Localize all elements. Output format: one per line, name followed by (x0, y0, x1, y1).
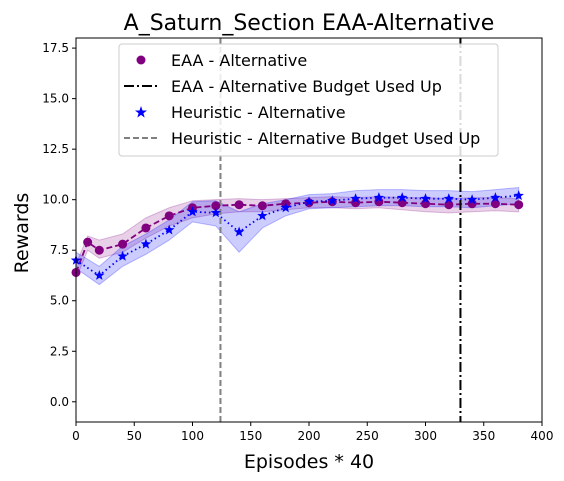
x-tick-label: 400 (531, 429, 554, 443)
y-tick-label: 15.0 (42, 92, 69, 106)
eaa-point (141, 223, 151, 233)
x-tick-label: 0 (72, 429, 80, 443)
y-tick-label: 17.5 (42, 41, 69, 55)
heuristic-point (443, 193, 455, 204)
legend-label-eaa: EAA - Alternative (171, 51, 307, 70)
heuristic-point (466, 194, 478, 205)
y-tick-label: 10.0 (42, 193, 69, 207)
x-tick-label: 200 (298, 429, 321, 443)
eaa-point (490, 199, 500, 209)
heuristic-point (303, 196, 315, 207)
heuristic-point (233, 226, 245, 237)
heuristic-point (327, 195, 338, 206)
x-tick-label: 50 (127, 429, 142, 443)
legend: EAA - Alternative EAA - Alternative Budg… (118, 43, 499, 157)
heuristic-point (513, 190, 524, 201)
y-tick-label: 2.5 (50, 344, 69, 358)
heuristic-point (187, 206, 198, 217)
heuristic-point (420, 193, 431, 204)
y-tick-label: 5.0 (50, 294, 69, 308)
legend-label-heuristic-budget: Heuristic - Alternative Budget Used Up (171, 129, 480, 148)
y-tick-label: 0.0 (50, 395, 69, 409)
heuristic-point (373, 192, 385, 203)
legend-label-heuristic: Heuristic - Alternative (171, 103, 346, 122)
heuristic-point (163, 224, 175, 235)
x-tick-label: 300 (414, 429, 437, 443)
heuristic-point (280, 202, 291, 213)
eaa-point (234, 200, 244, 210)
eaa-point (444, 200, 454, 210)
x-tick-label: 250 (356, 429, 379, 443)
heuristic-point (350, 193, 361, 204)
eaa-point (164, 211, 174, 221)
y-axis-ticks: 0.0 2.5 5.0 7.5 10.0 12.5 15.0 17.5 (42, 41, 76, 409)
x-axis-ticks: 0 50 100 150 200 250 300 350 400 (72, 422, 553, 443)
y-tick-label: 12.5 (42, 142, 69, 156)
chart-title: A_Saturn_Section EAA-Alternative (124, 11, 495, 36)
x-tick-label: 150 (239, 429, 262, 443)
eaa-point (94, 245, 104, 255)
eaa-point (83, 237, 93, 247)
heuristic-point (490, 192, 501, 203)
legend-marker-heuristic (135, 106, 147, 118)
heuristic-point (396, 192, 408, 203)
eaa-point (211, 201, 221, 211)
heuristic-point (257, 210, 268, 221)
y-axis-label: Rewards (11, 193, 33, 274)
y-tick-label: 7.5 (50, 243, 69, 257)
legend-box (118, 43, 499, 157)
legend-label-eaa-budget: EAA - Alternative Budget Used Up (171, 77, 442, 96)
heuristic-point (210, 207, 222, 218)
heuristic-point (94, 269, 105, 280)
eaa-band (75, 196, 520, 279)
heuristic-point (117, 250, 128, 261)
x-tick-label: 350 (472, 429, 495, 443)
x-tick-label: 100 (181, 429, 204, 443)
eaa-point (118, 239, 128, 249)
x-axis-label: Episodes * 40 (244, 451, 374, 473)
eaa-point (257, 201, 267, 211)
eaa-point (514, 200, 524, 210)
heuristic-point (140, 238, 152, 249)
legend-marker-eaa (136, 55, 146, 65)
